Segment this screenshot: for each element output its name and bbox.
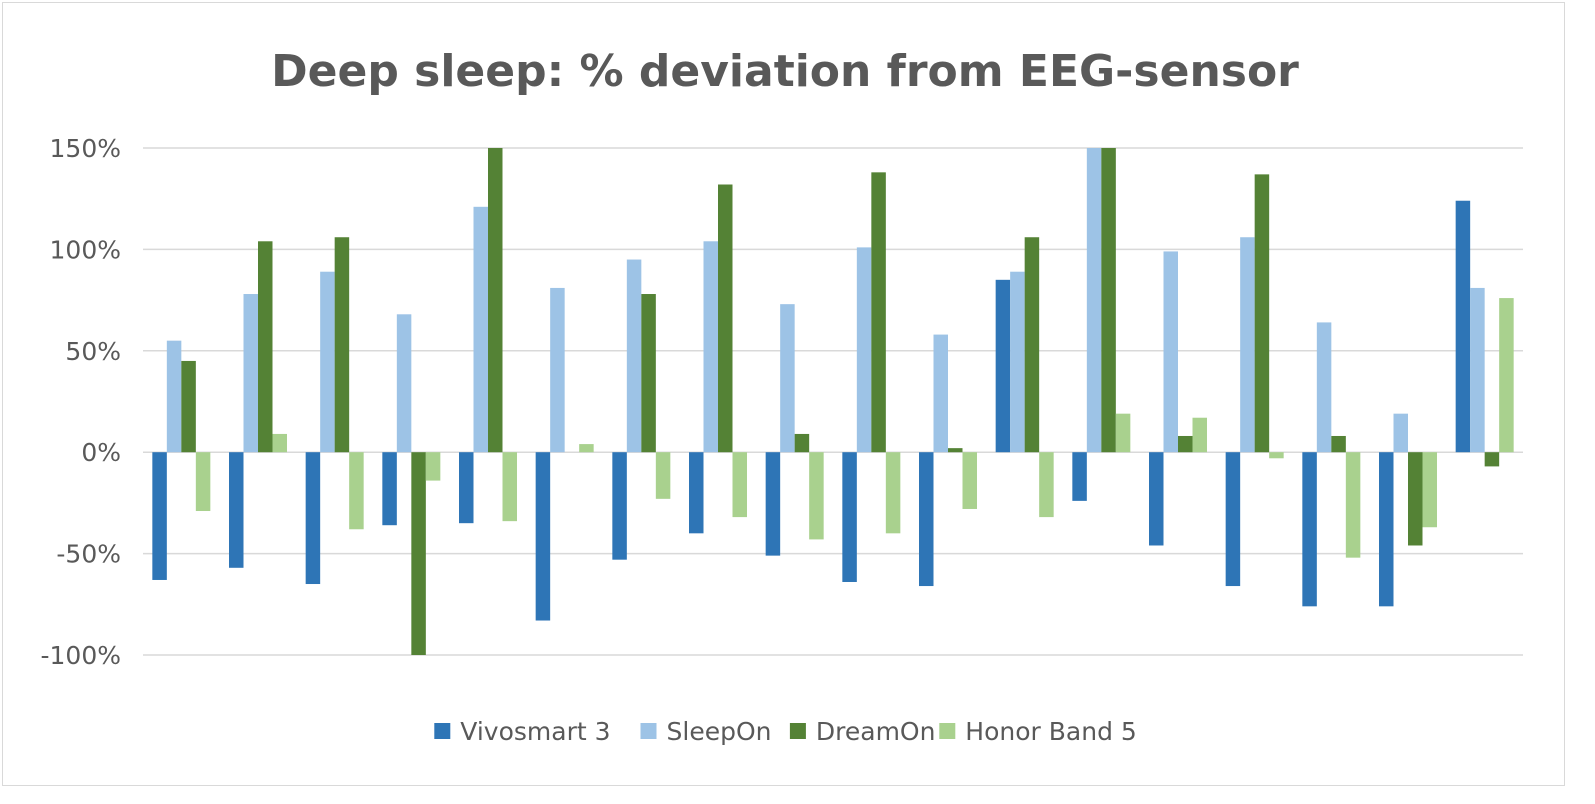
bar-sleepon-12	[1010, 271, 1025, 453]
legend-label-sleepon: SleepOn	[667, 717, 772, 746]
bar-dreamon-14	[1178, 435, 1193, 453]
bar-vivosmart-3-2	[229, 452, 244, 568]
bar-dreamon-8	[718, 184, 733, 453]
bar-dreamon-15	[1254, 174, 1270, 453]
y-tick-label: -50%	[56, 540, 121, 569]
y-tick-label: 100%	[50, 235, 121, 264]
bar-dreamon-17	[1408, 452, 1423, 546]
bar-vivosmart-3-11	[919, 452, 934, 587]
bar-dreamon-3	[334, 237, 350, 453]
bar-honor-band-5-13	[1115, 413, 1131, 453]
bar-sleepon-13	[1086, 148, 1102, 453]
bar-honor-band-5-7	[655, 452, 671, 499]
bar-honor-band-5-2	[272, 433, 287, 453]
legend: Vivosmart 3 SleepOn DreamOn Honor Band 5	[434, 717, 1137, 746]
bar-dreamon-11	[948, 448, 963, 453]
bar-sleepon-3	[320, 271, 335, 453]
bar-dreamon-7	[641, 294, 656, 453]
bar-vivosmart-3-14	[1149, 452, 1164, 546]
gridlines	[143, 147, 1523, 656]
bar-sleepon-18	[1470, 287, 1485, 453]
bar-vivosmart-3-16	[1302, 452, 1317, 607]
bar-vivosmart-3-6	[535, 452, 551, 621]
bar-vivosmart-3-1	[152, 452, 167, 580]
bar-vivosmart-3-8	[689, 452, 704, 534]
bar-honor-band-5-1	[195, 452, 211, 512]
bar-vivosmart-3-9	[765, 452, 781, 556]
bar-dreamon-2	[258, 241, 273, 453]
y-tick-label: -100%	[41, 641, 122, 670]
bars	[152, 148, 1514, 655]
bar-sleepon-2	[243, 294, 258, 453]
bar-honor-band-5-12	[1039, 452, 1054, 518]
bar-honor-band-5-10	[885, 452, 901, 534]
bar-dreamon-12	[1024, 237, 1040, 453]
bar-vivosmart-3-18	[1455, 200, 1471, 453]
bar-honor-band-5-17	[1422, 452, 1437, 528]
bar-sleepon-16	[1316, 322, 1332, 453]
bar-honor-band-5-15	[1269, 452, 1284, 459]
bar-honor-band-5-4	[425, 452, 441, 481]
bar-vivosmart-3-3	[305, 452, 321, 585]
bar-sleepon-14	[1163, 251, 1178, 453]
bar-vivosmart-3-4	[382, 452, 397, 526]
bar-dreamon-16	[1331, 435, 1346, 453]
bar-sleepon-4	[396, 314, 412, 453]
bar-dreamon-1	[181, 360, 196, 453]
bar-dreamon-4	[411, 452, 426, 655]
bar-vivosmart-3-13	[1072, 452, 1087, 501]
y-tick-label: 50%	[65, 337, 121, 366]
bar-vivosmart-3-10	[842, 452, 857, 582]
bar-honor-band-5-18	[1499, 298, 1514, 453]
legend-swatch-sleepon	[640, 723, 657, 739]
bar-vivosmart-3-5	[459, 452, 474, 524]
bar-sleepon-17	[1393, 413, 1408, 453]
bar-sleepon-5	[473, 206, 488, 453]
bar-sleepon-15	[1240, 237, 1255, 453]
bar-honor-band-5-8	[732, 452, 747, 518]
bar-honor-band-5-3	[349, 452, 364, 530]
legend-label-vivosmart-3: Vivosmart 3	[460, 717, 610, 746]
bar-honor-band-5-6	[579, 444, 594, 453]
bar-honor-band-5-5	[502, 452, 517, 522]
legend-label-honor-band-5: Honor Band 5	[965, 717, 1137, 746]
bar-vivosmart-3-7	[612, 452, 627, 560]
chart-frame: Deep sleep: % deviation from EEG-sensor …	[2, 2, 1565, 786]
bar-dreamon-10	[871, 172, 886, 453]
bar-dreamon-5	[488, 148, 503, 453]
bar-sleepon-1	[166, 340, 182, 453]
chart: Deep sleep: % deviation from EEG-sensor …	[41, 46, 1523, 746]
bar-sleepon-10	[856, 247, 872, 453]
y-tick-label: 150%	[50, 134, 121, 163]
legend-swatch-dreamon	[789, 723, 806, 739]
legend-swatch-vivosmart-3	[434, 723, 451, 739]
bar-vivosmart-3-17	[1379, 452, 1394, 607]
bar-sleepon-7	[626, 259, 642, 453]
bar-honor-band-5-9	[809, 452, 824, 540]
bar-sleepon-9	[780, 304, 795, 453]
bar-honor-band-5-16	[1345, 452, 1361, 558]
bar-vivosmart-3-15	[1225, 452, 1241, 587]
bar-dreamon-9	[794, 433, 810, 453]
bar-sleepon-11	[933, 334, 948, 453]
bar-vivosmart-3-12	[995, 279, 1011, 453]
y-tick-label: 0%	[81, 438, 121, 467]
y-axis: 150% 100% 50% 0% -50% -100%	[41, 134, 122, 670]
legend-label-dreamon: DreamOn	[816, 717, 936, 746]
bar-dreamon-13	[1101, 148, 1116, 453]
bar-honor-band-5-14	[1192, 417, 1207, 453]
chart-title: Deep sleep: % deviation from EEG-sensor	[271, 46, 1299, 97]
bar-sleepon-6	[550, 287, 565, 453]
bar-sleepon-8	[703, 241, 718, 453]
bar-honor-band-5-11	[962, 452, 977, 509]
legend-swatch-honor-band-5	[939, 723, 956, 739]
bar-dreamon-18	[1484, 452, 1500, 467]
